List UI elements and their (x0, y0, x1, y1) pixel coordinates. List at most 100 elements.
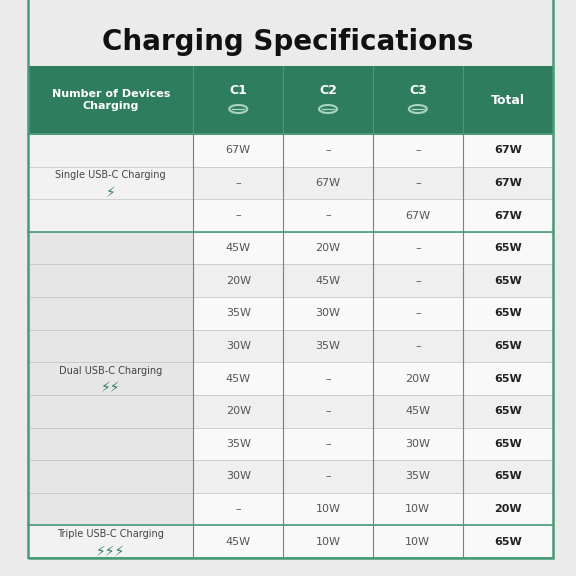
Bar (463, 264, 553, 297)
Bar (283, 525, 373, 558)
Text: 45W: 45W (226, 374, 251, 384)
Text: Charging Specifications: Charging Specifications (103, 28, 473, 56)
Text: 45W: 45W (316, 276, 340, 286)
Bar (194, 427, 283, 460)
Text: 20W: 20W (226, 406, 251, 416)
Bar (463, 199, 553, 232)
Text: Dual USB-C Charging: Dual USB-C Charging (59, 366, 162, 376)
Bar (463, 460, 553, 493)
Text: 45W: 45W (226, 243, 251, 253)
Bar (194, 525, 283, 558)
Text: 35W: 35W (406, 472, 430, 482)
Text: –: – (325, 406, 331, 416)
Text: 65W: 65W (494, 537, 522, 547)
Text: 35W: 35W (226, 439, 251, 449)
Bar (28, 66, 553, 134)
Text: 65W: 65W (494, 472, 522, 482)
Bar (283, 427, 373, 460)
Bar (283, 362, 373, 395)
Bar (28, 134, 194, 232)
Text: 35W: 35W (226, 308, 251, 319)
Bar (283, 134, 373, 166)
Bar (194, 166, 283, 199)
Bar (194, 460, 283, 493)
Bar (463, 493, 553, 525)
Text: Triple USB-C Charging: Triple USB-C Charging (57, 529, 164, 539)
Bar (463, 362, 553, 395)
Text: –: – (325, 439, 331, 449)
Bar (194, 395, 283, 427)
Bar (373, 427, 463, 460)
Text: –: – (325, 211, 331, 221)
Bar (373, 199, 463, 232)
Bar (463, 166, 553, 199)
Text: 35W: 35W (316, 341, 340, 351)
Bar (194, 264, 283, 297)
Text: 67W: 67W (406, 211, 430, 221)
Text: 30W: 30W (226, 341, 251, 351)
Text: 20W: 20W (316, 243, 340, 253)
Text: 67W: 67W (316, 178, 340, 188)
Text: C3: C3 (409, 85, 427, 97)
Bar (283, 264, 373, 297)
Bar (373, 362, 463, 395)
Text: –: – (415, 243, 420, 253)
Bar (28, 232, 194, 525)
Bar (373, 493, 463, 525)
Bar (373, 525, 463, 558)
Bar (463, 427, 553, 460)
Bar (194, 134, 283, 166)
Text: –: – (236, 211, 241, 221)
Text: 10W: 10W (316, 504, 340, 514)
Text: 65W: 65W (494, 374, 522, 384)
Text: 65W: 65W (494, 341, 522, 351)
Text: 30W: 30W (226, 472, 251, 482)
Text: Total: Total (491, 93, 525, 107)
Text: –: – (325, 472, 331, 482)
Bar (373, 166, 463, 199)
Text: 67W: 67W (226, 145, 251, 156)
Bar (283, 232, 373, 264)
Bar (373, 264, 463, 297)
Bar (373, 329, 463, 362)
Bar (194, 199, 283, 232)
Text: –: – (236, 504, 241, 514)
Bar (283, 199, 373, 232)
Text: Number of Devices
Charging: Number of Devices Charging (51, 89, 170, 111)
Text: 65W: 65W (494, 406, 522, 416)
Text: –: – (236, 178, 241, 188)
Bar (194, 297, 283, 329)
Text: Single USB-C Charging: Single USB-C Charging (55, 170, 166, 180)
Bar (28, 525, 194, 558)
Bar (194, 493, 283, 525)
Text: C1: C1 (229, 85, 247, 97)
Text: 20W: 20W (406, 374, 430, 384)
Bar (373, 297, 463, 329)
Text: 67W: 67W (494, 145, 522, 156)
Text: –: – (415, 178, 420, 188)
Bar (194, 362, 283, 395)
Bar (373, 134, 463, 166)
Text: 65W: 65W (494, 439, 522, 449)
Text: –: – (415, 308, 420, 319)
Text: –: – (415, 276, 420, 286)
Bar (463, 395, 553, 427)
Text: 30W: 30W (316, 308, 340, 319)
Bar (283, 460, 373, 493)
Text: 20W: 20W (226, 276, 251, 286)
Text: 45W: 45W (406, 406, 430, 416)
Bar (283, 329, 373, 362)
Text: 67W: 67W (494, 178, 522, 188)
Text: –: – (415, 341, 420, 351)
Text: 67W: 67W (494, 211, 522, 221)
Text: 45W: 45W (226, 537, 251, 547)
Bar (283, 395, 373, 427)
Bar (283, 166, 373, 199)
Bar (373, 395, 463, 427)
Bar (373, 232, 463, 264)
Text: –: – (325, 145, 331, 156)
Bar (194, 329, 283, 362)
Text: ⚡⚡: ⚡⚡ (101, 382, 120, 396)
Bar (463, 525, 553, 558)
Bar (463, 134, 553, 166)
